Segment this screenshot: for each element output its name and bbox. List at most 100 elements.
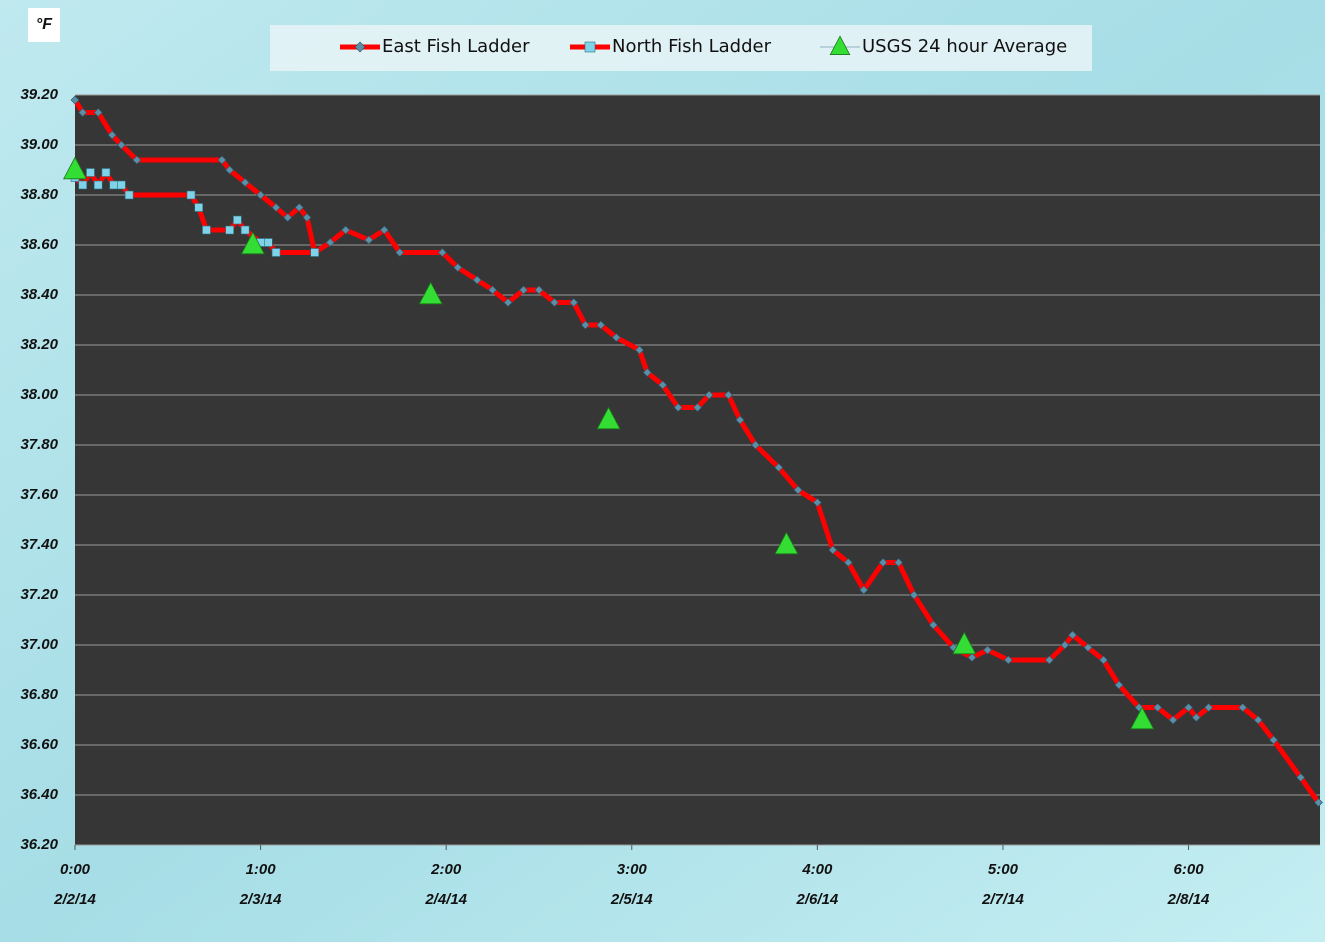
x-tick-date: 2/4/14 [424, 891, 467, 908]
data-point [878, 558, 888, 567]
legend-label: East Fish Ladder [382, 36, 530, 57]
data-point [1253, 715, 1263, 725]
data-point [283, 213, 293, 222]
y-tick-label: 37.20 [20, 586, 58, 603]
data-point [1204, 703, 1214, 712]
data-point [364, 235, 374, 245]
x-tick-date: 2/7/14 [981, 891, 1024, 908]
data-point [124, 190, 134, 200]
data-point [793, 485, 803, 495]
data-point [550, 298, 559, 307]
data-point [1296, 773, 1306, 782]
data-point [812, 498, 822, 507]
data-point [1314, 798, 1323, 807]
x-tick-date: 2/8/14 [1167, 891, 1210, 908]
data-point [101, 168, 111, 177]
y-tick-label: 38.20 [20, 336, 58, 353]
y-tick-label: 36.60 [20, 736, 58, 753]
legend [270, 25, 1092, 71]
data-point [202, 225, 211, 235]
data-point [116, 140, 126, 150]
data-point [271, 248, 281, 257]
data-point [1099, 655, 1108, 665]
data-point [395, 248, 405, 257]
data-point [109, 180, 118, 190]
data-point [437, 248, 447, 257]
data-point [310, 248, 320, 257]
data-point [1153, 703, 1163, 712]
data-point [418, 281, 443, 305]
data-point [1130, 706, 1155, 730]
data-point [503, 298, 513, 307]
data-point [186, 190, 196, 200]
data-point [233, 215, 242, 225]
unit-box [28, 8, 60, 42]
data-point [107, 130, 117, 140]
x-tick-label: 2:00 [430, 861, 462, 878]
y-tick-label: 39.00 [20, 136, 58, 153]
data-point [635, 345, 644, 355]
data-point [952, 631, 977, 655]
data-point [294, 203, 304, 212]
data-point [78, 108, 88, 117]
x-tick-label: 0:00 [60, 861, 91, 878]
y-tick-label: 36.80 [20, 686, 58, 703]
data-point [93, 180, 103, 190]
data-point [1184, 703, 1193, 712]
data-point [93, 108, 103, 117]
y-tick-label: 38.60 [20, 236, 58, 253]
y-tick-label: 38.00 [20, 386, 58, 403]
x-tick-label: 4:00 [801, 861, 833, 878]
x-tick-date: 2/2/14 [53, 891, 96, 908]
data-point [488, 285, 498, 295]
y-axis-label: °F [36, 16, 53, 33]
data-point [78, 180, 88, 190]
legend-marker [829, 35, 851, 55]
y-tick-label: 36.40 [20, 786, 58, 803]
data-point [225, 225, 234, 235]
data-point [117, 180, 126, 190]
data-point [596, 320, 606, 330]
plot-area [75, 95, 1320, 845]
y-tick-label: 37.80 [20, 436, 58, 453]
data-point [843, 558, 853, 567]
data-point [256, 190, 266, 200]
data-point [611, 333, 621, 342]
legend-marker [584, 41, 596, 53]
x-tick-date: 2/6/14 [796, 891, 839, 908]
data-point [453, 263, 463, 272]
data-point [774, 531, 799, 555]
data-point [519, 285, 528, 295]
y-tick-label: 38.80 [20, 186, 58, 203]
x-tick-label: 5:00 [988, 861, 1019, 878]
data-point [325, 238, 335, 247]
data-point [751, 440, 760, 450]
x-tick-date: 2/3/14 [239, 891, 282, 908]
data-point [70, 95, 80, 105]
data-point [194, 203, 204, 212]
data-point [1114, 680, 1124, 690]
data-point [240, 231, 265, 255]
data-point [534, 285, 544, 295]
data-point [1083, 643, 1093, 652]
data-point [949, 643, 958, 652]
x-tick-label: 6:00 [1174, 861, 1205, 878]
data-point [217, 155, 227, 165]
legend-label: USGS 24 hour Average [862, 36, 1067, 57]
data-point [596, 406, 621, 430]
y-tick-label: 37.60 [20, 486, 58, 503]
x-tick-date: 2/5/14 [610, 891, 653, 908]
y-tick-label: 36.20 [20, 836, 58, 853]
data-point [580, 320, 590, 330]
x-tick-label: 3:00 [617, 861, 648, 878]
data-point [859, 585, 869, 595]
data-point [774, 463, 784, 472]
data-point [894, 558, 903, 567]
data-point [1238, 703, 1248, 712]
data-point [240, 178, 250, 187]
data-point [658, 380, 668, 390]
data-point [909, 590, 919, 600]
data-point [472, 275, 482, 285]
